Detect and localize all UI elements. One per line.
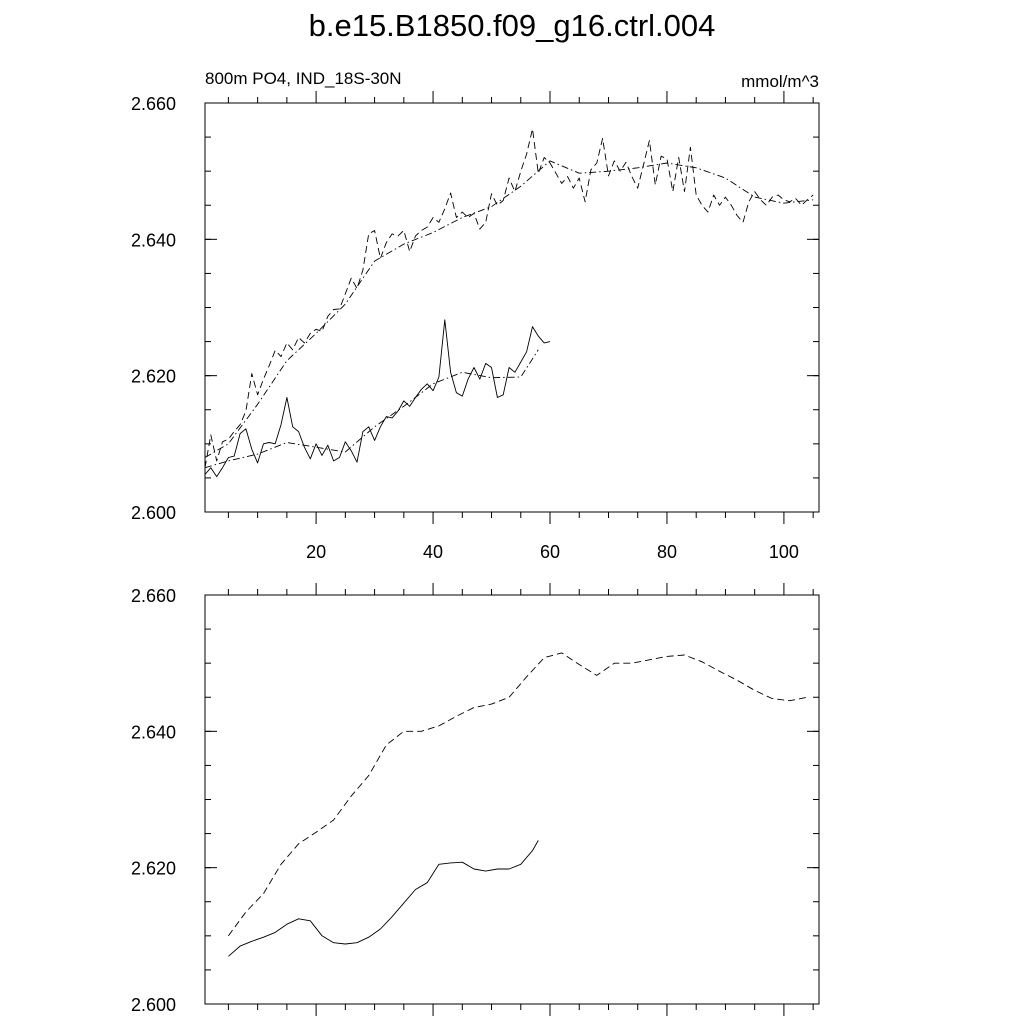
bottom-panel: 2.600 2.620 2.640 2.660 [131,583,820,1016]
chart-title: b.e15.B1850.f09_g16.ctrl.004 [308,8,716,43]
top-xtick-label: 80 [657,542,677,562]
top-xtick-label: 60 [540,542,560,562]
top-series-dashed-line-0 [204,128,814,468]
top-series-dash-dot-line-3 [204,349,539,469]
bottom-ytick-label: 2.600 [131,995,176,1015]
top-plot-frame [204,102,820,513]
bottom-ytick-label: 2.620 [131,859,176,879]
bottom-ytick-label: 2.660 [131,586,176,606]
top-ytick-label: 2.620 [131,367,176,387]
top-xtick-label: 20 [306,542,326,562]
top-series-dash-dot-line-1 [204,160,814,458]
top-ytick-label: 2.660 [131,94,176,114]
top-panel-subtitle-right: mmol/m^3 [741,72,819,91]
top-xtick-label: 40 [423,542,443,562]
bottom-plot-frame [204,594,820,1005]
bottom-series-solid-line-1 [228,840,539,957]
bottom-ytick-label: 2.640 [131,722,176,742]
top-ytick-label: 2.640 [131,230,176,250]
top-xtick-label: 100 [769,542,799,562]
top-panel: 800m PO4, IND_18S-30N mmol/m^3 2.600 2.62… [131,69,820,562]
bottom-series-dashed-line-0 [228,652,808,937]
top-panel-subtitle-left: 800m PO4, IND_18S-30N [205,69,402,88]
top-series-solid-line-2 [204,319,551,478]
top-ytick-label: 2.600 [131,503,176,523]
